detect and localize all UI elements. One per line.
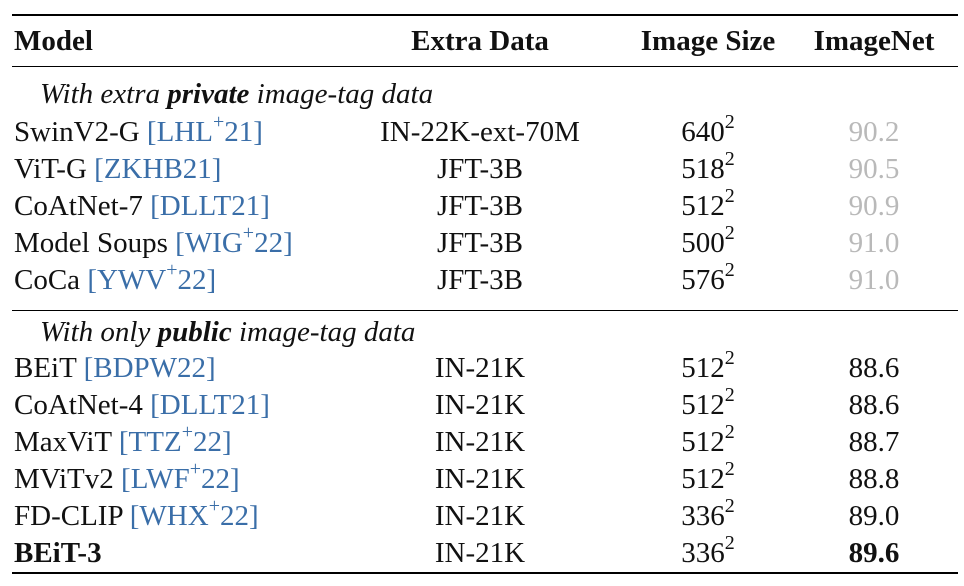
table-row-model-highlight: BEiT-3 (14, 536, 102, 570)
table-cell-extra-data: JFT-3B (437, 264, 523, 296)
table-cell-imagenet: 90.2 (848, 116, 900, 148)
section-title-post: image-tag data (231, 316, 416, 348)
model-name: CoAtNet-7 (14, 190, 143, 222)
table-cell-image-size: 3362 (681, 495, 735, 532)
table-cell-extra-data: IN-21K (434, 389, 526, 421)
table-cell-image-size: 3362 (681, 532, 735, 569)
table-row-model: CoAtNet-7 [DLLT21] (14, 189, 270, 223)
table-cell-extra-data: IN-21K (434, 463, 526, 495)
section-title-public: With only public image-tag data (40, 315, 415, 349)
citation-link[interactable]: [LHL+21] (146, 111, 263, 148)
table-cell-extra-data: JFT-3B (437, 227, 523, 259)
table-cell-image-size: 5122 (681, 458, 735, 495)
model-name: MaxViT (14, 426, 112, 458)
table-cell-extra-data: IN-21K (434, 352, 526, 384)
model-name: ViT-G (14, 153, 87, 185)
table-cell-imagenet: 88.7 (848, 426, 900, 458)
table-cell-extra-data: IN-21K (434, 537, 526, 569)
table-cell-image-size: 5762 (681, 259, 735, 296)
citation-link[interactable]: [TTZ+22] (118, 421, 232, 458)
table-row-model: CoCa [YWV+22] (14, 259, 217, 297)
table-cell-imagenet: 88.6 (848, 389, 900, 421)
top-rule (12, 14, 958, 16)
model-name: SwinV2-G (14, 116, 140, 148)
model-name: BEiT (14, 352, 77, 384)
section-title-pre: With only (40, 316, 158, 348)
table-cell-imagenet: 88.8 (848, 463, 900, 495)
table-cell-imagenet: 88.6 (848, 352, 900, 384)
section-title-emph: public (157, 316, 232, 348)
section-title-emph: private (167, 78, 250, 110)
citation-link[interactable]: [LWF+22] (121, 458, 240, 495)
section-title-private: With extra private image-tag data (40, 77, 433, 111)
table-cell-extra-data: IN-21K (434, 500, 526, 532)
table-row-model: MaxViT [TTZ+22] (14, 421, 232, 459)
table-cell-image-size: 5002 (681, 222, 735, 259)
section-title-post: image-tag data (249, 78, 434, 110)
table-cell-image-size: 5122 (681, 384, 735, 421)
table-cell-imagenet-best: 89.6 (848, 537, 900, 569)
table-cell-extra-data: IN-21K (434, 426, 526, 458)
model-name: FD-CLIP (14, 500, 123, 532)
citation-link[interactable]: [WIG+22] (175, 222, 293, 259)
citation-link[interactable]: [YWV+22] (87, 259, 217, 296)
table-cell-image-size: 5182 (681, 148, 735, 185)
table-cell-imagenet: 90.9 (848, 190, 900, 222)
table-cell-imagenet: 89.0 (848, 500, 900, 532)
model-name: BEiT-3 (14, 537, 102, 569)
table-cell-image-size: 5122 (681, 421, 735, 458)
citation-link[interactable]: [DLLT21] (150, 389, 270, 421)
table-row-model: FD-CLIP [WHX+22] (14, 495, 259, 533)
table-row-model: Model Soups [WIG+22] (14, 222, 293, 260)
citation-link[interactable]: [ZKHB21] (94, 153, 222, 185)
table-row-model: BEiT [BDPW22] (14, 351, 216, 385)
header-imagenet: ImageNet (813, 25, 935, 57)
table-cell-extra-data: IN-22K-ext-70M (380, 116, 580, 148)
citation-link[interactable]: [WHX+22] (129, 495, 259, 532)
table-cell-extra-data: JFT-3B (437, 190, 523, 222)
table-row-model: CoAtNet-4 [DLLT21] (14, 388, 270, 422)
bottom-rule (12, 572, 958, 574)
section-rule (12, 310, 958, 311)
table-row-model: SwinV2-G [LHL+21] (14, 111, 263, 149)
model-name: Model Soups (14, 227, 168, 259)
table-cell-imagenet: 91.0 (848, 264, 900, 296)
table-cell-imagenet: 91.0 (848, 227, 900, 259)
table-cell-image-size: 5122 (681, 347, 735, 384)
model-name: CoCa (14, 264, 81, 296)
section-title-pre: With extra (40, 78, 168, 110)
table-cell-image-size: 6402 (681, 111, 735, 148)
table-row-model: ViT-G [ZKHB21] (14, 152, 221, 186)
header-extra-data: Extra Data (411, 25, 549, 57)
table-cell-imagenet: 90.5 (848, 153, 900, 185)
model-name: CoAtNet-4 (14, 389, 143, 421)
model-name: MViTv2 (14, 463, 114, 495)
citation-link[interactable]: [DLLT21] (150, 190, 270, 222)
table-row-model: MViTv2 [LWF+22] (14, 458, 240, 496)
table-cell-extra-data: JFT-3B (437, 153, 523, 185)
citation-link[interactable]: [BDPW22] (83, 352, 216, 384)
table-cell-image-size: 5122 (681, 185, 735, 222)
header-model: Model (14, 25, 93, 57)
header-image-size: Image Size (640, 25, 776, 57)
header-rule (12, 66, 958, 67)
